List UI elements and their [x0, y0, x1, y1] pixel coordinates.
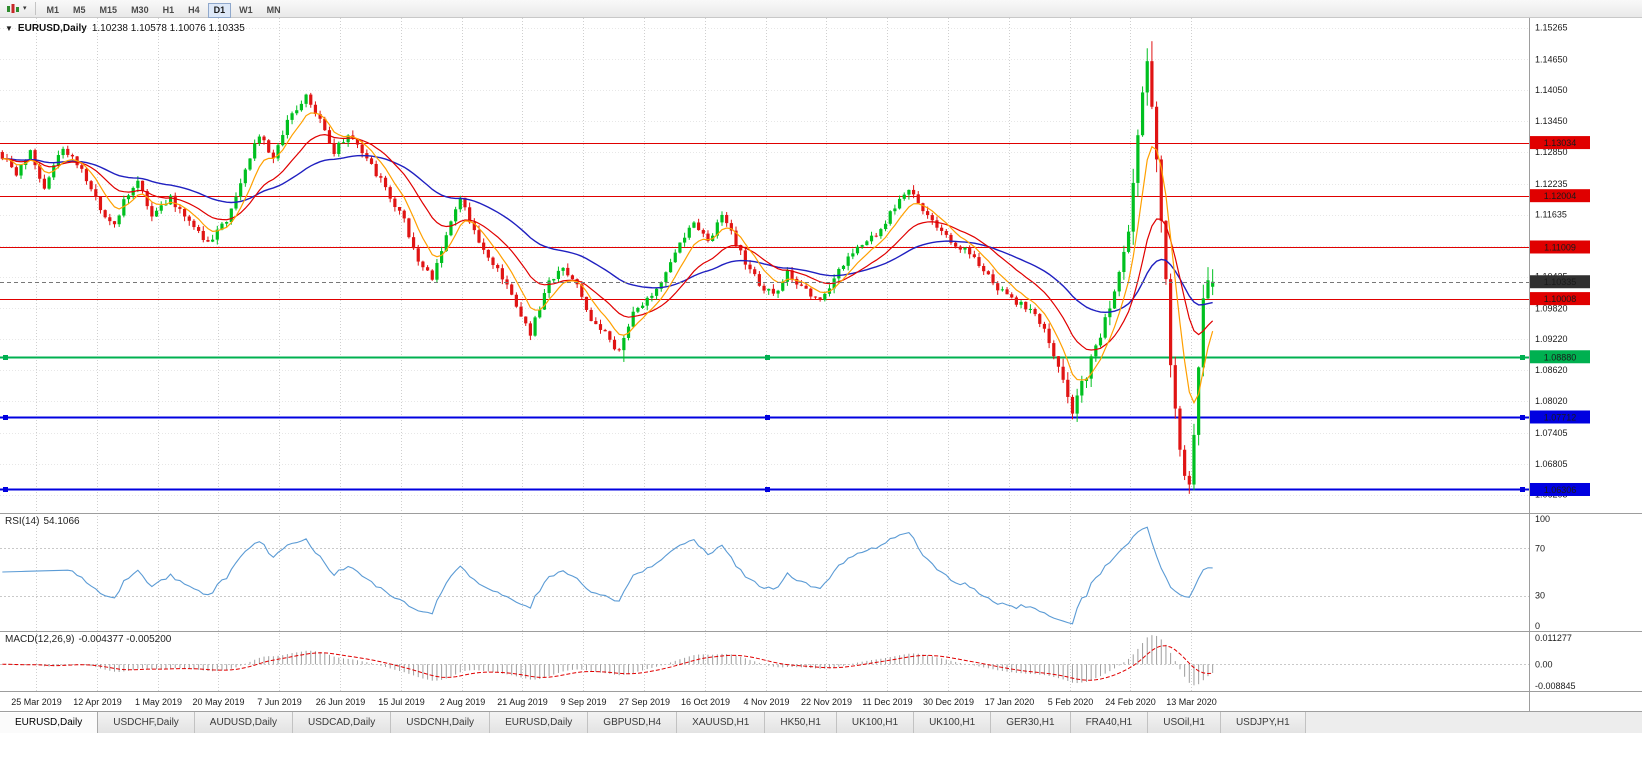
timeframe-m1-button[interactable]: M1 — [41, 3, 66, 18]
svg-text:15 Jul 2019: 15 Jul 2019 — [378, 697, 425, 707]
macd-pane[interactable] — [0, 631, 1642, 686]
svg-text:2 Aug 2019: 2 Aug 2019 — [440, 697, 486, 707]
chart-tab-9-uk100-h1[interactable]: UK100,H1 — [836, 712, 915, 733]
chart-tab-8-hk50-h1[interactable]: HK50,H1 — [765, 712, 837, 733]
svg-text:1.12235: 1.12235 — [1535, 179, 1568, 189]
chart-tab-14-usdjpy-h1[interactable]: USDJPY,H1 — [1220, 712, 1306, 733]
svg-text:11 Dec 2019: 11 Dec 2019 — [862, 697, 912, 707]
macd-name: MACD(12,26,9) — [5, 634, 75, 645]
chart-tab-11-ger30-h1[interactable]: GER30,H1 — [991, 712, 1071, 733]
svg-text:30: 30 — [1535, 591, 1545, 601]
svg-text:100: 100 — [1535, 514, 1550, 524]
toolbar-separator — [34, 2, 36, 15]
svg-text:1.09220: 1.09220 — [1535, 334, 1568, 344]
chart-tab-13-usoil-h1[interactable]: USOil,H1 — [1148, 712, 1221, 733]
svg-text:1.10335: 1.10335 — [1544, 277, 1577, 287]
svg-text:1.08620: 1.08620 — [1535, 365, 1568, 375]
svg-text:1.08020: 1.08020 — [1535, 396, 1568, 406]
svg-text:5 Feb 2020: 5 Feb 2020 — [1048, 697, 1094, 707]
chart-periods-dropdown-button[interactable]: ▾ — [2, 1, 31, 16]
svg-text:12 Apr 2019: 12 Apr 2019 — [73, 697, 122, 707]
svg-text:1.09820: 1.09820 — [1535, 303, 1568, 313]
chart-tab-3-usdcad-daily[interactable]: USDCAD,Daily — [293, 712, 392, 733]
rsi-indicator-label: RSI(14) 54.1066 — [5, 516, 80, 527]
svg-text:26 Jun 2019: 26 Jun 2019 — [316, 697, 366, 707]
svg-text:17 Jan 2020: 17 Jan 2020 — [985, 697, 1035, 707]
timeframe-toolbar: ▾ M1 M5 M15 M30 H1 H4 D1 W1 MN — [0, 0, 1642, 18]
chart-period-icon — [7, 4, 19, 13]
svg-text:1.08880: 1.08880 — [1544, 352, 1577, 362]
svg-text:1.15265: 1.15265 — [1535, 23, 1568, 33]
svg-text:70: 70 — [1535, 543, 1545, 553]
svg-text:1.07712: 1.07712 — [1544, 412, 1577, 422]
chevron-down-icon: ▾ — [23, 5, 27, 12]
candlestick-series — [0, 41, 1215, 494]
moving-averages — [2, 112, 1214, 405]
svg-text:9 Sep 2019: 9 Sep 2019 — [560, 697, 606, 707]
chart-tab-5-eurusd-daily[interactable]: EURUSD,Daily — [490, 712, 589, 733]
svg-text:13 Mar 2020: 13 Mar 2020 — [1166, 697, 1217, 707]
svg-text:1.06306: 1.06306 — [1544, 485, 1577, 495]
macd-indicator-label: MACD(12,26,9) -0.004377 -0.005200 — [5, 634, 171, 645]
svg-text:7 Jun 2019: 7 Jun 2019 — [257, 697, 302, 707]
svg-text:1.11009: 1.11009 — [1544, 242, 1576, 252]
svg-text:0.011277: 0.011277 — [1535, 633, 1572, 643]
timeframe-mn-button[interactable]: MN — [261, 3, 287, 18]
svg-text:1.06805: 1.06805 — [1535, 459, 1568, 469]
price-axis[interactable]: 1.15265 1.14650 1.14050 1.13450 1.12850 1.122… — [1529, 18, 1591, 711]
date-axis[interactable]: 25 Mar 2019 12 Apr 2019 1 May 2019 20 May 2… — [0, 691, 1642, 708]
chart-tab-0-eurusd-daily[interactable]: EURUSD,Daily — [0, 712, 99, 733]
timeframe-w1-button[interactable]: W1 — [233, 3, 259, 18]
svg-text:16 Oct 2019: 16 Oct 2019 — [681, 697, 730, 707]
rsi-pane[interactable] — [0, 513, 1642, 625]
svg-text:4 Nov 2019: 4 Nov 2019 — [743, 697, 789, 707]
chart-tab-7-xauusd-h1[interactable]: XAUUSD,H1 — [677, 712, 766, 733]
svg-text:1.12004: 1.12004 — [1544, 191, 1577, 201]
chart-window[interactable]: 25 Mar 2019 12 Apr 2019 1 May 2019 20 May 2… — [0, 18, 1642, 711]
svg-text:-0.008845: -0.008845 — [1535, 681, 1576, 691]
svg-text:24 Feb 2020: 24 Feb 2020 — [1105, 697, 1156, 707]
svg-text:0: 0 — [1535, 621, 1540, 631]
chart-tab-12-fra40-h1[interactable]: FRA40,H1 — [1070, 712, 1149, 733]
svg-text:1.10008: 1.10008 — [1544, 294, 1577, 304]
svg-text:1.14050: 1.14050 — [1535, 85, 1568, 95]
svg-text:1.13034: 1.13034 — [1544, 138, 1577, 148]
timeframe-m5-button[interactable]: M5 — [67, 3, 92, 18]
svg-text:27 Sep 2019: 27 Sep 2019 — [619, 697, 670, 707]
timeframe-m30-button[interactable]: M30 — [125, 3, 155, 18]
svg-text:1.11635: 1.11635 — [1535, 210, 1567, 220]
one-click-trading-toggle[interactable]: ▼ — [5, 24, 13, 33]
chart-tab-10-uk100-h1[interactable]: UK100,H1 — [914, 712, 992, 733]
timeframe-d1-button[interactable]: D1 — [207, 2, 232, 18]
svg-text:1.13450: 1.13450 — [1535, 116, 1568, 126]
svg-text:0.00: 0.00 — [1535, 659, 1553, 669]
rsi-name: RSI(14) — [5, 516, 40, 527]
timeframe-buttons-group: M1 M5 M15 M30 H1 H4 D1 W1 MN — [40, 0, 288, 18]
svg-text:1.07405: 1.07405 — [1535, 428, 1568, 438]
price-chart-svg[interactable]: 25 Mar 2019 12 Apr 2019 1 May 2019 20 May 2… — [0, 18, 1642, 711]
horizontal-level-lines[interactable] — [0, 143, 1529, 493]
svg-text:21 Aug 2019: 21 Aug 2019 — [497, 697, 548, 707]
chart-tabs-bar: EURUSD,Daily USDCHF,Daily AUDUSD,Daily USDC… — [0, 711, 1642, 733]
svg-text:30 Dec 2019: 30 Dec 2019 — [923, 697, 974, 707]
svg-text:20 May 2019: 20 May 2019 — [192, 697, 244, 707]
chart-tab-4-usdcnh-daily[interactable]: USDCNH,Daily — [391, 712, 491, 733]
timeframe-h1-button[interactable]: H1 — [157, 3, 181, 18]
chart-tab-6-gbpusd-h4[interactable]: GBPUSD,H4 — [588, 712, 678, 733]
svg-text:1 May 2019: 1 May 2019 — [135, 697, 182, 707]
timeframe-h4-button[interactable]: H4 — [182, 3, 206, 18]
svg-text:25 Mar 2019: 25 Mar 2019 — [11, 697, 62, 707]
timeframe-m15-button[interactable]: M15 — [94, 3, 124, 18]
macd-values: -0.004377 -0.005200 — [78, 634, 172, 645]
chart-tab-1-usdchf-daily[interactable]: USDCHF,Daily — [98, 712, 195, 733]
svg-text:22 Nov 2019: 22 Nov 2019 — [801, 697, 852, 707]
chart-tab-2-audusd-daily[interactable]: AUDUSD,Daily — [194, 712, 294, 733]
grid — [0, 18, 1529, 691]
svg-text:1.12850: 1.12850 — [1535, 147, 1568, 157]
mt4-window: ▾ M1 M5 M15 M30 H1 H4 D1 W1 MN 25 Mar 2019 12 Apr… — [0, 0, 1642, 733]
rsi-value: 54.1066 — [43, 516, 80, 527]
svg-text:1.14650: 1.14650 — [1535, 54, 1568, 64]
